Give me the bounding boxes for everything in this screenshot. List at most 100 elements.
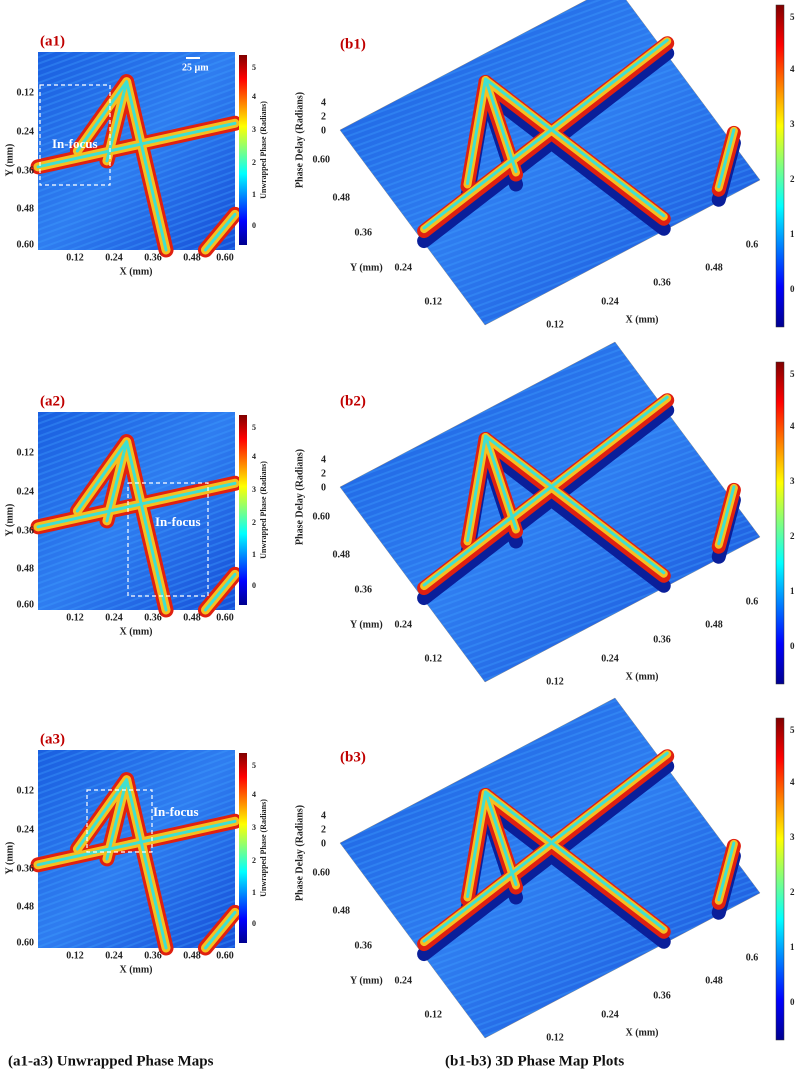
x-tick-label: 0.36 [653,277,671,288]
colorbar-tick-label: 1 [790,586,795,596]
z-tick-label: 4 [321,810,326,821]
structure-stroke [105,80,129,163]
y-tick-label: 0.36 [17,863,35,874]
colorbar-tick-label: 5 [790,12,795,22]
colorbar-tick-label: 1 [790,942,795,952]
colorbar [239,55,247,245]
structure [30,434,243,618]
x-tick-label: 0.6 [746,239,759,250]
colorbar-tick-label: 4 [790,421,795,431]
caption: (a1-a3) Unwrapped Phase Maps [8,1053,214,1069]
structure [30,74,243,258]
y-tick-label: 0.48 [17,563,35,574]
y-tick-label: 0.24 [395,619,413,630]
x-tick-label: 0.36 [144,950,162,961]
colorbar-tick-label: 3 [790,476,795,486]
y-tick-label: 0.12 [17,785,35,796]
x-tick-label: 0.12 [546,1032,564,1043]
z-tick-label: 0 [321,125,326,136]
colorbar-tick-label: 1 [252,888,256,897]
y-tick-label: 0.36 [17,165,35,176]
y-axis-label: Y (mm) [350,619,383,630]
x-tick-label: 0.6 [746,596,759,607]
focus-label: In-focus [153,804,199,819]
structure-stroke [422,751,669,943]
x-tick-label: 0.12 [66,950,84,961]
phase-map-panel: (a1) 25 µm In-focus 0.12 0.24 0.36 0.48 0.60 0.1… [4,33,268,277]
focus-box [39,84,111,186]
y-tick-label: 0.24 [17,824,35,835]
y-axis-label: Y (mm) [4,504,15,537]
z-axis-label: Phase Delay (Radians) [294,805,305,901]
structure-stroke [36,121,237,169]
y-tick-label: 0.24 [395,262,413,273]
structure-stroke [105,440,129,523]
x-tick-label: 0.48 [183,252,201,263]
structure-stroke [484,434,518,530]
z-tick-label: 2 [321,468,326,479]
x-tick-label: 0.48 [705,262,723,273]
z-tick-label: 4 [321,454,326,465]
caption: (b1-b3) 3D Phase Map Plots [445,1053,624,1069]
structure-stroke [203,212,237,252]
y-tick-label: 0.36 [355,940,373,951]
focus-label: In-focus [155,514,201,529]
y-tick-label: 0.24 [395,975,413,986]
surface-panel: (b3)Phase Delay (Radians) 0240.600.480.36… [294,697,795,1043]
structure-stroke [36,819,237,867]
structure-stroke [36,481,237,529]
y-tick-label: 0.60 [313,511,331,522]
colorbar-tick-label: 2 [790,174,795,184]
surface-texture [340,342,760,682]
phase-map-panel: (a2) In-focus 0.12 0.24 0.36 0.48 0.60 0.12 0.24… [4,393,268,637]
x-tick-label: 0.24 [105,612,123,623]
y-tick-label: 0.60 [313,867,331,878]
y-tick-label: 0.60 [17,239,35,250]
colorbar-tick-label: 0 [252,221,256,230]
focus-label: In-focus [52,136,98,151]
x-tick-label: 0.60 [216,950,234,961]
y-tick-label: 0.36 [355,227,373,238]
y-tick-label: 0.48 [333,192,351,203]
scale-bar-label: 25 µm [182,62,209,73]
y-tick-label: 0.12 [425,296,443,307]
colorbar-tick-label: 5 [790,369,795,379]
colorbar-tick-label: 3 [252,125,256,134]
colorbar-tick-label: 5 [252,63,256,72]
x-tick-label: 0.48 [705,619,723,630]
x-tick-label: 0.12 [66,612,84,623]
colorbar [775,717,785,1041]
x-tick-label: 0.24 [601,653,619,664]
x-tick-label: 0.12 [546,319,564,330]
y-tick-label: 0.24 [17,486,35,497]
colorbar-tick-label: 1 [252,190,256,199]
colorbar-tick-label: 3 [252,485,256,494]
colorbar-tick-label: 3 [790,119,795,129]
x-tick-label: 0.48 [705,975,723,986]
colorbar-tick-label: 0 [790,641,795,651]
y-tick-label: 0.12 [425,1009,443,1020]
colorbar-tick-label: 2 [790,887,795,897]
structure-stroke [203,572,237,612]
y-tick-label: 0.12 [425,653,443,664]
x-tick-label: 0.48 [183,950,201,961]
x-tick-label: 0.12 [66,252,84,263]
focus-box [127,482,209,597]
colorbar-tick-label: 5 [252,761,256,770]
x-tick-label: 0.6 [746,952,759,963]
x-axis-label: X (mm) [119,266,152,277]
z-axis-label: Phase Delay (Radians) [294,92,305,188]
y-tick-label: 0.48 [333,905,351,916]
z-tick-label: 2 [321,111,326,122]
colorbar-tick-label: 2 [252,158,256,167]
structure-stroke [203,910,237,950]
colorbar-label: Unwrapped Phase (Radians) [259,101,268,199]
structure-stroke [717,841,736,902]
colorbar-tick-label: 5 [790,725,795,735]
x-axis-label: X (mm) [119,964,152,975]
colorbar-tick-label: 3 [252,823,256,832]
panel-label: (b1) [340,36,366,52]
colorbar-tick-label: 0 [252,919,256,928]
y-tick-label: 0.48 [17,901,35,912]
x-tick-label: 0.24 [105,252,123,263]
